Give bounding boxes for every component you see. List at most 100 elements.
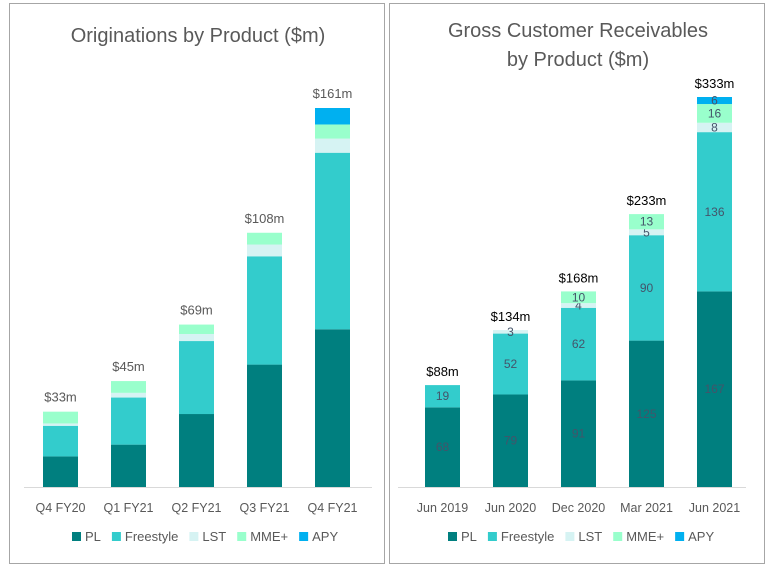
legend-item-mme-plus: MME+ bbox=[237, 529, 288, 544]
segment-label-pl: 91 bbox=[572, 427, 586, 441]
x-tick-label: Mar 2021 bbox=[620, 501, 673, 515]
segment-label-pl: 68 bbox=[436, 440, 450, 454]
legend-label: Freestyle bbox=[501, 529, 554, 544]
x-axis-ticks: Jun 2019 Jun 2020 Dec 2020 Mar 2021 Jun 2021 bbox=[417, 501, 740, 515]
segment-label-apy: 6 bbox=[711, 94, 718, 108]
bar-segment-pl bbox=[111, 444, 146, 487]
bar-segment-pl bbox=[179, 414, 214, 487]
bar-segment-pl bbox=[315, 329, 350, 487]
bar-segment-lst bbox=[493, 330, 528, 334]
x-axis-ticks: Q4 FY20 Q1 FY21 Q2 FY21 Q3 FY21 Q4 FY21 bbox=[35, 501, 357, 515]
bar-total-label: $233m bbox=[627, 193, 667, 208]
bar-segment-lst bbox=[111, 392, 146, 398]
x-tick-label: Q2 FY21 bbox=[171, 501, 221, 515]
bar-total-label: $88m bbox=[426, 364, 459, 379]
legend-label: APY bbox=[312, 529, 338, 544]
legend-item-pl: PL bbox=[72, 529, 101, 544]
bar-segment-mme-plus bbox=[111, 381, 146, 393]
bar-stack-q2-fy21: $69m bbox=[179, 303, 214, 487]
bar-segment-pl bbox=[561, 380, 596, 487]
bars-group: 6819$88m79523$134m9162410$168m12590513$2… bbox=[425, 76, 734, 487]
segment-label-freestyle: 52 bbox=[504, 357, 518, 371]
bar-segment-lst bbox=[247, 244, 282, 257]
legend-label: Freestyle bbox=[125, 529, 178, 544]
legend-swatch bbox=[675, 532, 685, 541]
bar-segment-freestyle bbox=[629, 235, 664, 341]
bar-segment-mme-plus bbox=[247, 232, 282, 245]
bar-segment-pl bbox=[493, 394, 528, 487]
bar-segment-apy bbox=[315, 108, 350, 125]
bar-total-label: $69m bbox=[180, 303, 213, 318]
bar-segment-mme-plus bbox=[179, 324, 214, 334]
legend-label: LST bbox=[202, 529, 226, 544]
segment-label-pl: 79 bbox=[504, 434, 518, 448]
legend-label: MME+ bbox=[250, 529, 288, 544]
bar-segment-freestyle bbox=[315, 152, 350, 330]
segment-label-freestyle: 90 bbox=[640, 281, 654, 295]
x-tick-label: Q1 FY21 bbox=[103, 501, 153, 515]
bar-segment-freestyle bbox=[493, 333, 528, 395]
bar-segment-pl bbox=[247, 364, 282, 487]
x-tick-label: Jun 2020 bbox=[485, 501, 536, 515]
legend-label: LST bbox=[578, 529, 602, 544]
legend-swatch bbox=[613, 532, 623, 541]
originations-chart: Originations by Product ($m) $33m $45m $69… bbox=[24, 25, 372, 544]
chart-title: Originations by Product ($m) bbox=[71, 25, 326, 47]
bar-segment-pl bbox=[629, 340, 664, 487]
legend: PL Freestyle LST MME+ APY bbox=[72, 529, 338, 544]
segment-label-lst: 4 bbox=[575, 298, 582, 312]
legend-item-apy: APY bbox=[675, 529, 714, 544]
legend-item-apy: APY bbox=[299, 529, 338, 544]
bar-segment-mme-plus bbox=[315, 124, 350, 139]
x-tick-label: Dec 2020 bbox=[552, 501, 606, 515]
bar-stack-dec-2020: 91 62 410 $168m bbox=[559, 270, 598, 487]
bar-stack-q3-fy21: $108m bbox=[245, 211, 285, 487]
bar-stack-jun-2020: 79 52 3$134m bbox=[491, 309, 531, 487]
segment-label-lst: 5 bbox=[643, 225, 650, 239]
bar-total-label: $161m bbox=[313, 86, 353, 101]
bar-total-label: $134m bbox=[491, 309, 531, 324]
chart-title-line-1: Gross Customer Receivables bbox=[448, 20, 708, 42]
bar-segment-lst bbox=[561, 303, 596, 308]
legend-swatch bbox=[111, 532, 121, 541]
legend-swatch bbox=[299, 532, 309, 541]
legend-item-lst: LST bbox=[189, 529, 226, 544]
legend-swatch bbox=[487, 532, 497, 541]
bar-segment-freestyle bbox=[43, 425, 78, 457]
bar-segment-lst bbox=[629, 229, 664, 236]
legend: PL Freestyle LST MME+ APY bbox=[448, 529, 714, 544]
bar-segment-pl bbox=[43, 456, 78, 487]
bar-segment-lst bbox=[179, 333, 214, 342]
bar-segment-pl bbox=[697, 291, 732, 487]
receivables-chart: Gross Customer Receivables by Product ($… bbox=[398, 20, 746, 544]
x-tick-label: Q3 FY21 bbox=[239, 501, 289, 515]
bar-segment-freestyle bbox=[425, 385, 460, 408]
x-tick-label: Jun 2019 bbox=[417, 501, 468, 515]
bar-segment-freestyle bbox=[561, 307, 596, 381]
legend-swatch bbox=[448, 532, 457, 541]
legend-item-freestyle: Freestyle bbox=[111, 529, 178, 544]
legend-swatch bbox=[72, 532, 81, 541]
bar-segment-mme-plus bbox=[43, 411, 78, 424]
bar-total-label: $108m bbox=[245, 211, 285, 226]
legend-item-lst: LST bbox=[565, 529, 602, 544]
bar-total-label: $45m bbox=[112, 359, 145, 374]
x-tick-label: Jun 2021 bbox=[689, 501, 740, 515]
legend-item-mme-plus: MME+ bbox=[613, 529, 664, 544]
segment-label-freestyle: 19 bbox=[436, 389, 450, 403]
legend-swatch bbox=[237, 532, 247, 541]
bar-stack-mar-2021: 125 90 513 $233m bbox=[627, 193, 667, 487]
chart-title-line-2: by Product ($m) bbox=[507, 49, 649, 71]
segment-label-lst: 3 bbox=[507, 325, 514, 339]
originations-chart-panel: Originations by Product ($m) $33m $45m $69… bbox=[9, 3, 385, 564]
bar-total-label: $333m bbox=[695, 76, 735, 91]
bar-segment-freestyle bbox=[697, 132, 732, 292]
bar-stack-q4-fy21: $161m bbox=[313, 86, 353, 487]
bar-segment-lst bbox=[315, 138, 350, 153]
bar-segment-pl bbox=[425, 407, 460, 487]
bar-segment-lst bbox=[43, 423, 78, 426]
legend-swatch bbox=[565, 532, 575, 541]
x-tick-label: Q4 FY21 bbox=[307, 501, 357, 515]
bar-segment-mme-plus bbox=[629, 214, 664, 230]
